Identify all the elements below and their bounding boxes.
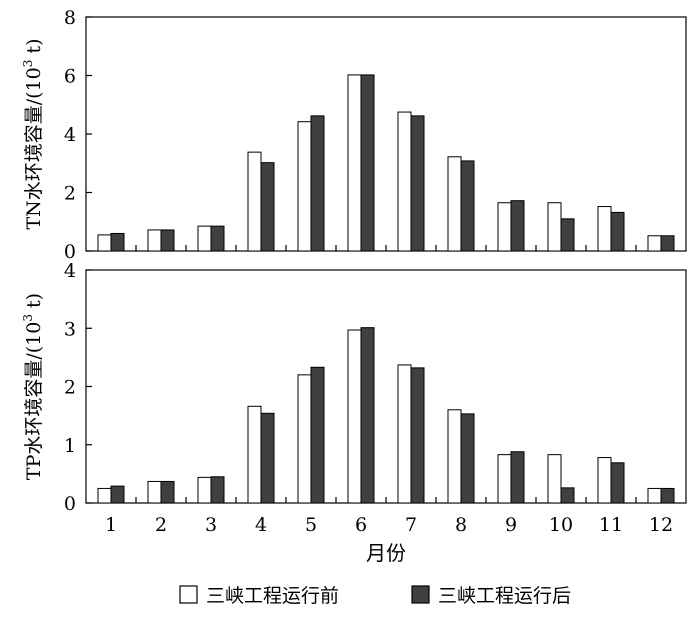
bar-before xyxy=(447,156,462,252)
bar-before xyxy=(397,111,412,252)
bar-before xyxy=(597,206,612,252)
bar-before xyxy=(197,476,212,504)
bar-before xyxy=(147,480,162,504)
y-axis-label-tail: t) xyxy=(23,293,45,314)
bar-before xyxy=(247,405,262,504)
y-tick-label: 2 xyxy=(64,183,76,205)
x-tick-label: 2 xyxy=(155,514,167,536)
x-tick-label: 11 xyxy=(599,514,623,536)
bar-before xyxy=(247,151,262,252)
x-tick-label: 4 xyxy=(255,514,267,536)
y-tick-label: 4 xyxy=(64,260,76,282)
bar-before xyxy=(147,229,162,252)
bar-before xyxy=(547,202,562,252)
bar-after xyxy=(610,211,625,252)
bar-after xyxy=(510,200,525,252)
bar-after xyxy=(410,367,425,504)
y-axis-label-superscript: 3 xyxy=(21,314,35,322)
bar-after xyxy=(560,218,575,252)
bar-before xyxy=(347,329,362,504)
y-tick-label: 4 xyxy=(64,124,76,146)
y-axis-label: TP水环境容量/(103 t) xyxy=(21,293,45,480)
bar-after xyxy=(460,413,475,504)
bar-before xyxy=(197,225,212,252)
tn-panel: 0 2 4 6 8 TN水环境容量/(103 t) xyxy=(21,7,687,263)
bar-after xyxy=(110,232,125,252)
bar-before xyxy=(447,409,462,504)
legend-label: 三峡工程运行前 xyxy=(206,585,339,607)
bar-before xyxy=(647,487,662,504)
bar-after xyxy=(310,366,325,504)
x-tick-label: 10 xyxy=(549,514,573,536)
y-axis-label-main: TP水环境容量/(10 xyxy=(23,322,45,480)
bar-after xyxy=(210,225,225,252)
bar-before xyxy=(497,454,512,504)
x-axis-label: 月份 xyxy=(366,541,406,565)
x-tick-label: 6 xyxy=(355,514,367,536)
y-tick-label: 1 xyxy=(64,435,76,457)
bar-before xyxy=(297,121,312,252)
x-tick-label: 7 xyxy=(405,514,417,536)
plot-frame xyxy=(85,269,687,504)
bar-after xyxy=(160,480,175,504)
y-tick-label: 8 xyxy=(64,7,76,29)
bar-before xyxy=(297,374,312,504)
bar-after xyxy=(410,115,425,252)
legend-swatch xyxy=(411,585,430,604)
y-tick-label: 2 xyxy=(64,377,76,399)
bar-after xyxy=(510,451,525,504)
bar-after xyxy=(560,487,575,504)
y-axis-label: TN水环境容量/(103 t) xyxy=(21,38,45,229)
y-tick-label: 3 xyxy=(64,318,76,340)
bar-before xyxy=(347,74,362,252)
legend-label: 三峡工程运行后 xyxy=(438,585,571,607)
bar-before xyxy=(97,487,112,504)
bar-after xyxy=(310,115,325,252)
y-axis-label-superscript: 3 xyxy=(21,60,35,68)
bar-after xyxy=(660,487,675,504)
x-tick-label: 12 xyxy=(649,514,673,536)
y-tick-label: 6 xyxy=(64,66,76,88)
x-tick-label: 9 xyxy=(505,514,517,536)
bar-after xyxy=(160,229,175,252)
bar-after xyxy=(260,412,275,504)
x-tick-label: 1 xyxy=(105,514,117,536)
y-axis-label-main: TN水环境容量/(10 xyxy=(23,67,45,229)
bar-after xyxy=(110,485,125,504)
bar-before xyxy=(647,235,662,252)
x-tick-label: 5 xyxy=(305,514,317,536)
bar-before xyxy=(597,457,612,504)
bar-before xyxy=(547,454,562,504)
bar-after xyxy=(360,327,375,504)
legend: 三峡工程运行前 三峡工程运行后 xyxy=(179,585,571,607)
bar-after xyxy=(660,235,675,252)
bar-after xyxy=(260,162,275,252)
y-axis-label-tail: t) xyxy=(23,38,45,59)
bar-after xyxy=(610,462,625,504)
bar-before xyxy=(497,202,512,252)
x-tick-label: 8 xyxy=(455,514,467,536)
y-tick-label: 0 xyxy=(64,241,76,263)
bar-after xyxy=(460,160,475,252)
bar-before xyxy=(397,364,412,504)
x-tick-label: 3 xyxy=(205,514,217,536)
y-tick-label: 0 xyxy=(64,493,76,515)
legend-swatch xyxy=(179,585,198,604)
plot-frame xyxy=(85,16,687,252)
bar-after xyxy=(360,74,375,252)
bar-after xyxy=(210,476,225,504)
bar-before xyxy=(97,234,112,252)
